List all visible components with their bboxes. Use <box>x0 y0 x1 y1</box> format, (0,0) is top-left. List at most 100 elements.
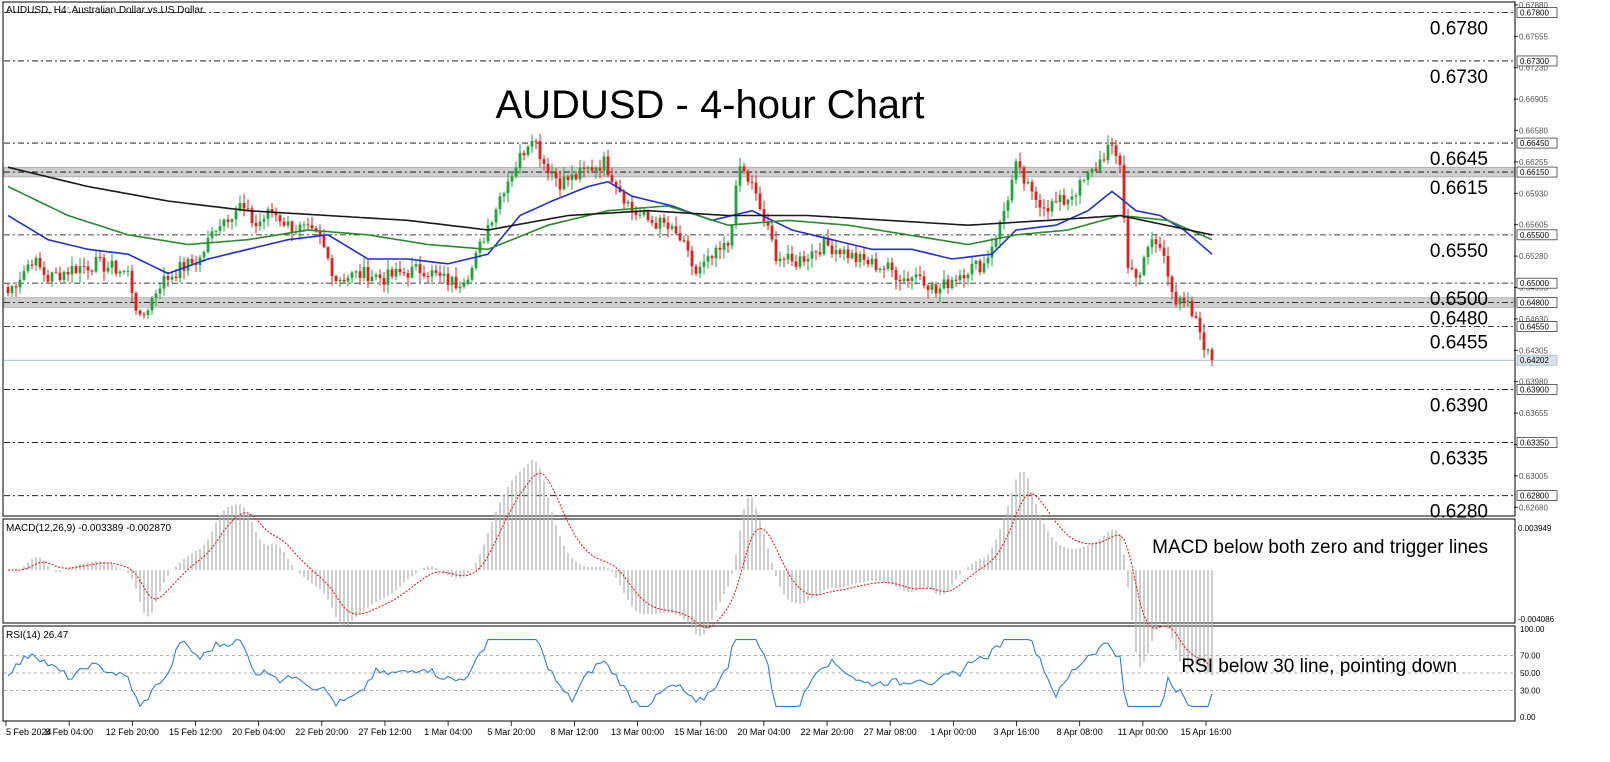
candle-body <box>878 268 882 271</box>
x-axis-tick-label: 13 Mar 00:00 <box>611 727 664 737</box>
candle <box>1146 244 1150 265</box>
candle <box>434 264 438 277</box>
rsi-line <box>7 639 1213 708</box>
candle-body <box>698 266 702 274</box>
candle <box>398 261 402 277</box>
candle <box>710 254 714 266</box>
candle <box>254 214 258 234</box>
candle <box>754 174 758 201</box>
candle-body <box>78 266 82 274</box>
candle-body <box>862 253 866 260</box>
candle <box>1106 135 1110 165</box>
candle-body <box>1182 297 1186 302</box>
candle-body <box>1194 316 1198 318</box>
candle <box>438 264 442 284</box>
candle-body <box>766 221 770 226</box>
candle-body <box>462 282 466 287</box>
candle-body <box>54 272 58 274</box>
candle-body <box>870 258 874 265</box>
candle <box>894 266 898 290</box>
candle-body <box>1102 159 1106 161</box>
candle-body <box>1142 257 1146 276</box>
candle-body <box>1086 172 1090 180</box>
candle <box>430 264 434 285</box>
candle-body <box>974 260 978 264</box>
candle <box>370 269 374 283</box>
candle-body <box>970 263 974 275</box>
level-label-7: 0.6455 <box>1430 333 1488 354</box>
candle-body <box>570 174 574 181</box>
candle <box>134 291 138 315</box>
candle-body <box>466 279 470 283</box>
candle-body <box>834 249 838 255</box>
candle-body <box>70 266 74 275</box>
candle-body <box>230 219 234 222</box>
sma-20-line <box>7 180 1213 275</box>
candle-body <box>6 287 10 293</box>
candle <box>474 250 478 271</box>
candle-body <box>666 222 670 229</box>
candle <box>62 270 66 284</box>
rsi-panel-frame <box>2 625 1516 722</box>
candle <box>1086 170 1090 186</box>
candle-body <box>1030 182 1034 192</box>
candle <box>170 271 174 283</box>
candle <box>266 206 270 227</box>
price-axis-tick-label: 0.63655 <box>1519 409 1548 418</box>
candle <box>966 272 970 285</box>
candle <box>970 255 974 281</box>
price-tag-box <box>1516 437 1558 448</box>
candle <box>14 282 18 297</box>
price-tag-box <box>1516 7 1558 18</box>
candle <box>558 170 562 197</box>
candle <box>426 272 430 284</box>
candle <box>686 234 690 258</box>
candle <box>1158 236 1162 251</box>
candle-body <box>138 310 142 315</box>
level-label-9: 0.6335 <box>1430 449 1488 470</box>
candle-body <box>966 274 970 279</box>
candle-body <box>362 266 366 279</box>
candle <box>502 191 506 203</box>
candle-body <box>218 226 222 231</box>
current-price-tag: 0.64202 <box>1516 354 1558 366</box>
candle-body <box>586 167 590 169</box>
candle-body <box>458 286 462 289</box>
candle-body <box>962 275 966 279</box>
candle-body <box>386 269 390 285</box>
candle <box>142 312 146 319</box>
candle-body <box>530 141 534 147</box>
candle <box>26 259 30 274</box>
candle-body <box>982 263 986 273</box>
candle <box>1190 296 1194 318</box>
price-axis-tick-label: 0.64630 <box>1519 315 1548 324</box>
price-axis-tick-label: 0.66905 <box>1519 95 1548 104</box>
candle <box>518 144 522 174</box>
candle <box>166 271 170 288</box>
candle <box>534 138 538 149</box>
candle <box>834 240 838 262</box>
candle-body <box>46 274 50 282</box>
candle <box>870 254 874 268</box>
candle-body <box>638 214 642 216</box>
candle-body <box>1106 144 1110 161</box>
level-price-tag: 0.65500 <box>1516 229 1558 241</box>
price-tag-box <box>1516 297 1558 308</box>
price-axis-tick-label: 0.63980 <box>1519 378 1548 387</box>
candle-body <box>426 276 430 278</box>
candle-body <box>126 270 130 272</box>
candle-body <box>614 181 618 187</box>
candle <box>482 237 486 244</box>
candle <box>950 276 954 291</box>
level-label-1: 0.6730 <box>1430 67 1488 88</box>
candle <box>1206 348 1210 355</box>
candle <box>1102 152 1106 163</box>
candle <box>1182 291 1186 308</box>
candle-body <box>502 193 506 197</box>
x-axis-tick-label: 1 Apr 00:00 <box>930 727 976 737</box>
candle-body <box>930 284 934 290</box>
candle <box>910 275 914 290</box>
candle <box>878 267 882 273</box>
candle <box>510 171 514 187</box>
